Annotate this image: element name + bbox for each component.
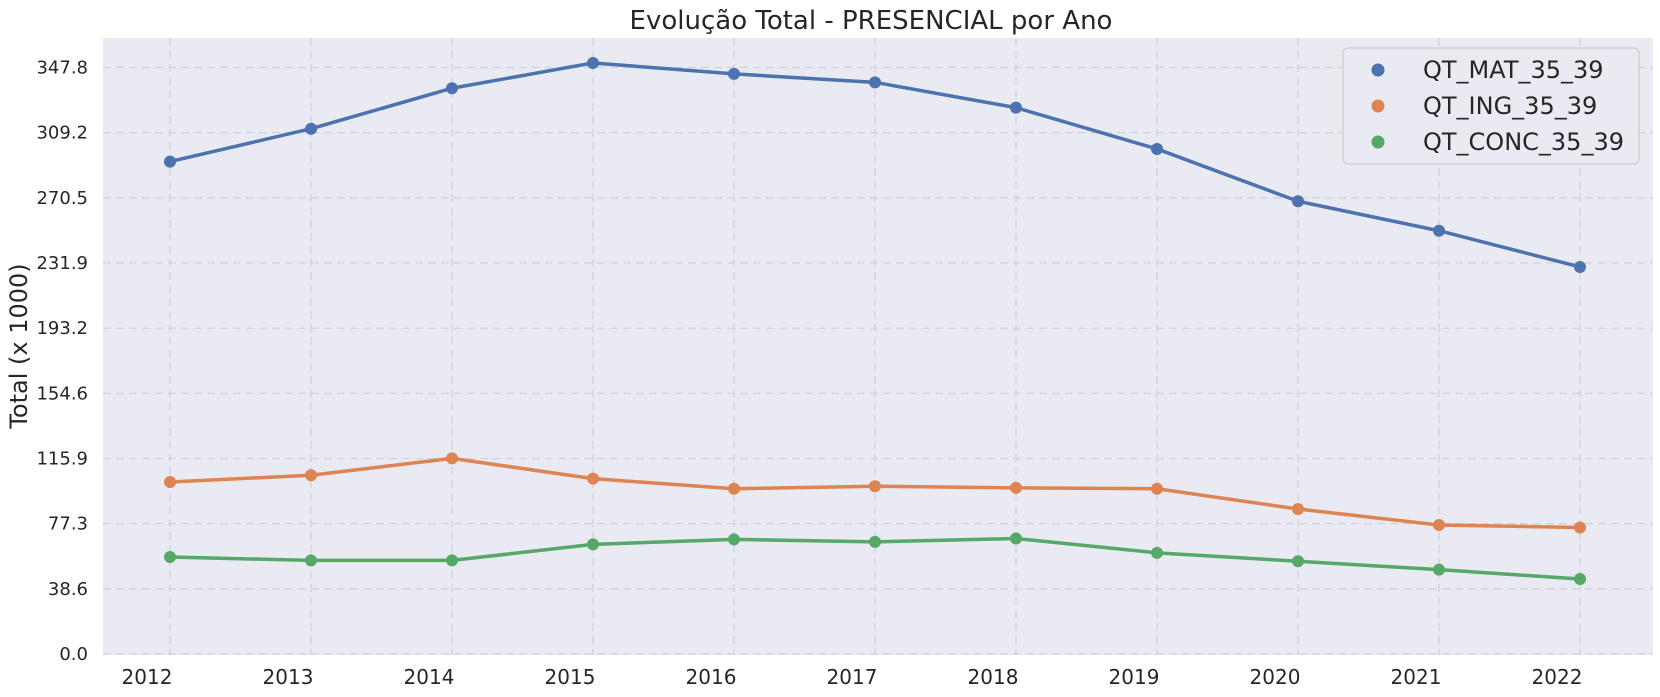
data-point	[1433, 224, 1445, 237]
data-point	[1151, 546, 1163, 559]
y-tick-label: 347.8	[36, 58, 88, 79]
legend-label: QT_ING_35_39	[1423, 92, 1597, 120]
x-tick-label: 2014	[404, 665, 455, 689]
x-axis-ticks: 2012 2013 2014 2015 2016 2017 2018 2019 2020 2021…	[122, 665, 1583, 689]
data-point	[1292, 502, 1304, 515]
data-point	[305, 469, 317, 482]
x-tick-label: 2012	[122, 665, 173, 689]
data-point	[728, 67, 740, 80]
data-point	[587, 56, 599, 69]
data-point	[1151, 142, 1163, 155]
data-point	[446, 82, 458, 95]
chart-title: Evolução Total - PRESENCIAL por Ano	[630, 6, 1113, 36]
legend-label: QT_MAT_35_39	[1423, 56, 1604, 84]
data-point	[1010, 481, 1022, 494]
y-tick-label: 309.2	[36, 123, 88, 144]
legend: QT_MAT_35_39 QT_ING_35_39 QT_CONC_35_39	[1342, 47, 1640, 165]
data-point	[1151, 482, 1163, 495]
x-tick-label: 2022	[1532, 665, 1583, 689]
legend-box	[1342, 47, 1640, 165]
x-tick-label: 2021	[1391, 665, 1442, 689]
x-tick-label: 2019	[1109, 665, 1160, 689]
x-tick-label: 2017	[827, 665, 878, 689]
data-point	[869, 76, 881, 89]
data-point	[1433, 518, 1445, 531]
y-tick-label: 193.2	[36, 318, 88, 339]
data-point	[1010, 101, 1022, 114]
data-point	[869, 535, 881, 548]
data-point	[587, 472, 599, 485]
legend-marker	[1371, 135, 1385, 149]
y-axis-label: Total (x 1000)	[5, 263, 33, 429]
x-tick-label: 2013	[263, 665, 314, 689]
y-axis-ticks: 0.0 38.6 77.3 115.9 154.6 193.2 231.9 270.5 309.…	[36, 58, 88, 666]
legend-marker	[1371, 63, 1385, 77]
data-point	[164, 475, 176, 488]
data-point	[1010, 532, 1022, 545]
x-tick-label: 2016	[686, 665, 737, 689]
data-point	[728, 482, 740, 495]
data-point	[446, 452, 458, 465]
data-point	[446, 554, 458, 567]
y-tick-label: 115.9	[36, 449, 88, 470]
data-point	[728, 533, 740, 546]
data-point	[1292, 555, 1304, 568]
data-point	[587, 538, 599, 551]
y-tick-label: 38.6	[48, 579, 88, 600]
legend-marker	[1371, 99, 1385, 113]
data-point	[305, 122, 317, 135]
data-point	[305, 554, 317, 567]
data-point	[1574, 521, 1586, 534]
x-tick-label: 2015	[545, 665, 596, 689]
y-tick-label: 154.6	[36, 383, 88, 404]
y-tick-label: 0.0	[59, 644, 88, 665]
data-point	[869, 480, 881, 493]
y-tick-label: 77.3	[48, 514, 88, 535]
series-group	[164, 56, 1586, 585]
data-point	[1574, 260, 1586, 273]
legend-label: QT_CONC_35_39	[1423, 128, 1624, 156]
y-tick-label: 270.5	[36, 188, 88, 209]
x-tick-label: 2020	[1250, 665, 1301, 689]
data-point	[1574, 572, 1586, 585]
x-tick-label: 2018	[968, 665, 1019, 689]
y-tick-label: 231.9	[36, 253, 88, 274]
data-point	[1292, 195, 1304, 208]
data-point	[1433, 563, 1445, 576]
data-point	[164, 551, 176, 564]
data-point	[164, 155, 176, 168]
